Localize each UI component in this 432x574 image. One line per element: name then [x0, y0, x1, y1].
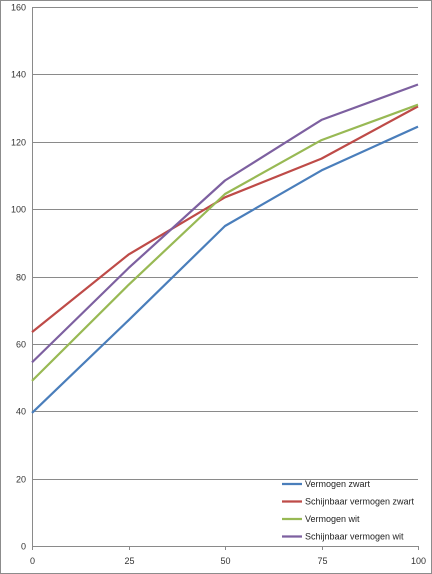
y-tick-label: 120: [11, 138, 26, 148]
legend-label-4: Schijnbaar vermogen wit: [305, 532, 404, 542]
legend: Vermogen zwart Schijnbaar vermogen zwart V…: [282, 479, 415, 542]
series-line-2: [31, 105, 419, 333]
y-tick-label: 100: [11, 205, 26, 215]
x-tick-label: 100: [411, 556, 426, 566]
y-tick-label: 60: [16, 340, 26, 350]
x-tick-label: 75: [317, 556, 327, 566]
y-tick-label: 160: [11, 3, 26, 13]
series-line-1: [31, 125, 419, 414]
y-tick-labels: 0 20 40 60 80 100 120 140 160: [11, 3, 26, 552]
axes: [32, 7, 419, 550]
x-tick-labels: 0 25 50 75 100: [30, 556, 426, 566]
legend-label-3: Vermogen wit: [305, 514, 360, 524]
y-tick-label: 40: [16, 407, 26, 417]
x-tick-label: 50: [220, 556, 230, 566]
gridlines: [32, 7, 418, 480]
y-tick-label: 140: [11, 70, 26, 80]
x-tick-label: 0: [30, 556, 35, 566]
x-tick-label: 25: [124, 556, 134, 566]
y-tick-label: 20: [16, 475, 26, 485]
y-tick-label: 80: [16, 273, 26, 283]
y-tick-label: 0: [21, 542, 26, 552]
legend-label-1: Vermogen zwart: [305, 479, 371, 489]
series-line-3: [31, 103, 419, 382]
legend-label-2: Schijnbaar vermogen zwart: [305, 497, 415, 507]
series-lines: [31, 83, 419, 414]
